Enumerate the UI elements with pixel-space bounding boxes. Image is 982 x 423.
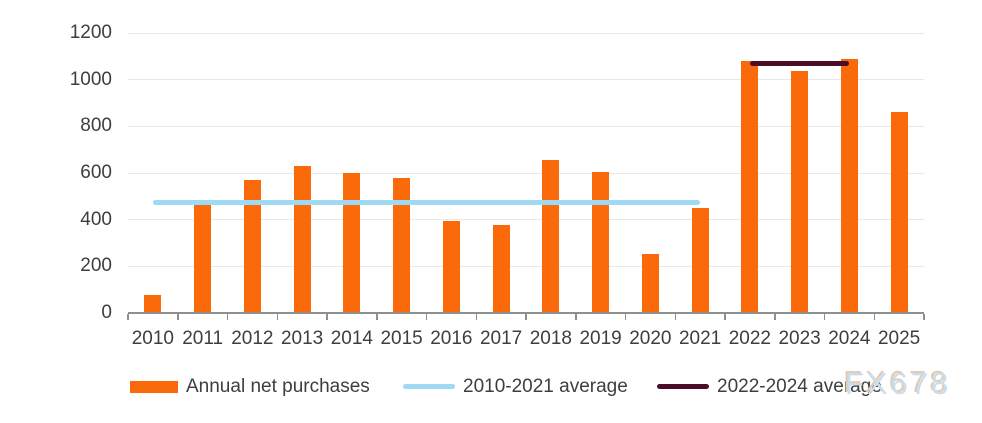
x-axis-tick-label: 2022	[728, 328, 772, 349]
y-axis-tick-label: 1200	[69, 22, 112, 43]
x-axis-tick-label: 2023	[778, 328, 821, 349]
bar	[293, 166, 311, 313]
y-axis-tick-label: 600	[80, 162, 112, 183]
x-axis-tick-label: 2024	[828, 328, 871, 349]
y-axis-tick-label: 800	[80, 115, 112, 137]
x-axis-tick	[525, 314, 527, 320]
x-axis-tick	[624, 314, 627, 320]
x-axis-tick	[724, 314, 726, 320]
legend-swatch-line-icon	[403, 384, 455, 389]
bar	[542, 159, 560, 313]
x-axis-tick-label: 2025	[877, 328, 921, 349]
bar	[641, 253, 659, 313]
bar	[592, 171, 610, 313]
x-axis-tick	[774, 314, 776, 320]
bar	[243, 180, 261, 313]
bar	[194, 204, 212, 313]
gridline	[128, 32, 924, 34]
legend-label-annual-net-purchases: Annual net purchases	[186, 375, 370, 397]
x-axis-tick	[575, 314, 577, 320]
legend-swatch-line-icon	[657, 384, 709, 389]
bar	[144, 294, 162, 313]
x-axis-tick-label: 2012	[231, 328, 274, 349]
x-axis-tick-label: 2013	[280, 328, 324, 349]
x-axis-tick-label: 2017	[479, 328, 523, 349]
legend-label-2022-2024-average: 2022-2024 average	[717, 375, 882, 397]
bar	[691, 208, 709, 313]
legend-item-2010-2021-average: 2010-2021 average	[403, 374, 628, 399]
x-axis-tick	[475, 314, 477, 320]
x-axis-tick-label: 2019	[579, 328, 622, 349]
x-axis-tick-label: 2018	[529, 328, 573, 349]
y-axis-tick-label: 400	[80, 208, 112, 230]
bar	[741, 60, 759, 313]
x-axis-tick	[326, 314, 328, 320]
legend-item-annual-net-purchases: Annual net purchases	[130, 374, 370, 399]
x-axis-tick-label: 2016	[430, 328, 473, 349]
x-axis-tick-label: 2010	[131, 328, 175, 349]
bar	[442, 220, 460, 313]
bar	[393, 177, 411, 313]
x-axis-tick	[127, 314, 129, 320]
x-axis-tick	[425, 314, 428, 320]
bar	[791, 71, 809, 313]
x-axis-line	[128, 312, 924, 314]
bar	[890, 112, 908, 313]
gridline	[128, 219, 924, 221]
x-axis-tick	[674, 314, 676, 320]
bar	[492, 224, 510, 313]
gridline	[128, 79, 924, 81]
y-axis-tick-label: 200	[80, 255, 112, 277]
y-axis-tick-label: 0	[101, 302, 112, 323]
x-axis-tick-label: 2015	[380, 328, 423, 349]
x-axis-tick-label: 2014	[330, 328, 374, 349]
watermark: FX678	[845, 366, 952, 401]
x-axis-tick	[276, 314, 278, 320]
average-line	[749, 61, 850, 67]
x-axis-tick	[177, 314, 179, 320]
legend-swatch-bar-icon	[130, 380, 178, 393]
x-axis-tick	[823, 314, 826, 320]
legend-label-2010-2021-average: 2010-2021 average	[463, 375, 628, 397]
bar	[343, 172, 361, 313]
x-axis-tick	[923, 314, 925, 320]
gridline	[128, 125, 924, 127]
x-axis-tick	[376, 314, 378, 320]
x-axis-tick	[226, 314, 229, 320]
average-line	[152, 200, 701, 206]
x-axis-tick-label: 2020	[629, 328, 672, 349]
bar	[840, 58, 858, 313]
x-axis-tick	[873, 314, 875, 320]
y-axis-tick-label: 1000	[69, 68, 112, 90]
legend-item-2022-2024-average: 2022-2024 average	[657, 374, 882, 399]
gridline	[128, 265, 924, 267]
gridline	[128, 172, 924, 174]
x-axis-tick-label: 2021	[678, 328, 722, 349]
x-axis-tick-label: 2011	[182, 328, 224, 349]
